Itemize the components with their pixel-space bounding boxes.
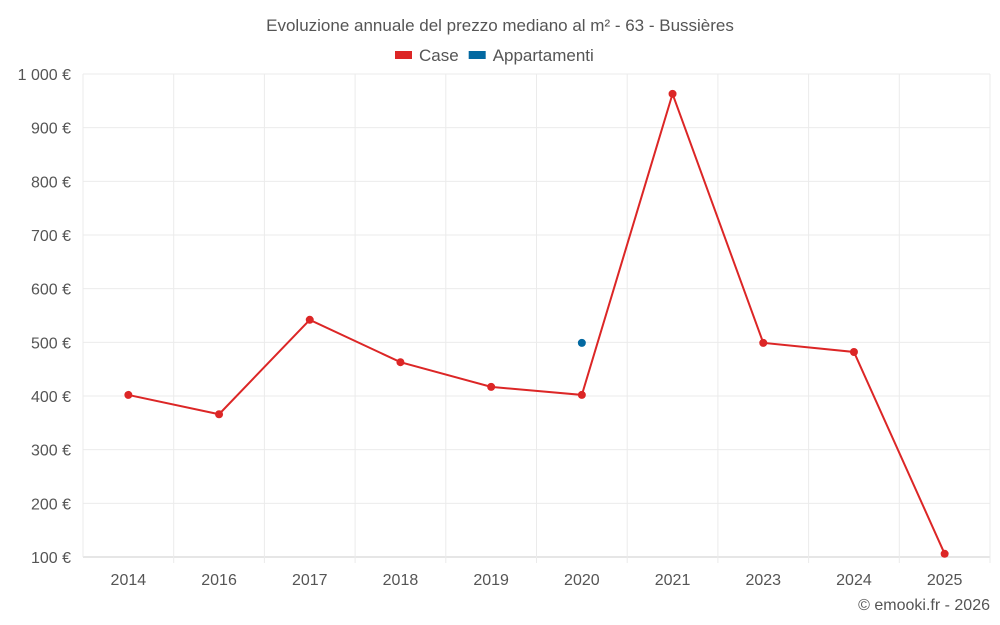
- y-tick-label: 700 €: [31, 228, 71, 245]
- axes: 100 € 200 € 300 € 400 € 500 € 600 € 700 € 800 €…: [18, 67, 963, 589]
- data-point-case: [759, 338, 768, 347]
- series-marks: [124, 89, 949, 558]
- legend-label: Appartamenti: [493, 46, 594, 65]
- legend: Case Appartamenti: [395, 46, 594, 65]
- data-point-case: [940, 549, 949, 558]
- y-tick-label: 300 €: [31, 443, 71, 460]
- x-tick-label: 2025: [927, 572, 963, 589]
- data-point-case: [396, 358, 405, 367]
- x-tick-label: 2017: [292, 572, 328, 589]
- x-tick-label: 2023: [745, 572, 781, 589]
- y-tick-label: 400 €: [31, 389, 71, 406]
- y-tick-label: 900 €: [31, 121, 71, 138]
- x-tick-label: 2018: [383, 572, 419, 589]
- legend-label: Case: [419, 46, 459, 65]
- y-tick-label: 800 €: [31, 174, 71, 191]
- legend-swatch: [468, 51, 486, 59]
- data-point-case: [305, 315, 314, 324]
- grid: [82, 73, 991, 563]
- x-tick-label: 2020: [564, 572, 600, 589]
- x-tick-label: 2016: [201, 572, 237, 589]
- chart-title: Evoluzione annuale del prezzo mediano al…: [266, 16, 734, 35]
- y-tick-label: 600 €: [31, 282, 71, 299]
- y-tick-label: 1 000 €: [18, 67, 71, 84]
- data-point-case: [487, 382, 496, 391]
- x-tick-label: 2019: [473, 572, 509, 589]
- data-point-case: [849, 347, 858, 356]
- data-point-case: [124, 390, 133, 399]
- data-point-case: [215, 410, 224, 419]
- data-point-case: [668, 89, 677, 98]
- data-point-appartamenti: [577, 338, 586, 347]
- y-tick-label: 100 €: [31, 550, 71, 567]
- y-tick-label: 200 €: [31, 496, 71, 513]
- x-tick-label: 2014: [111, 572, 147, 589]
- y-tick-label: 500 €: [31, 335, 71, 352]
- x-tick-label: 2024: [836, 572, 872, 589]
- data-point-case: [577, 390, 586, 399]
- legend-swatch: [395, 51, 412, 59]
- series-line-case: [128, 90, 946, 555]
- x-tick-label: 2021: [655, 572, 691, 589]
- credit-text: © emooki.fr - 2026: [858, 597, 990, 614]
